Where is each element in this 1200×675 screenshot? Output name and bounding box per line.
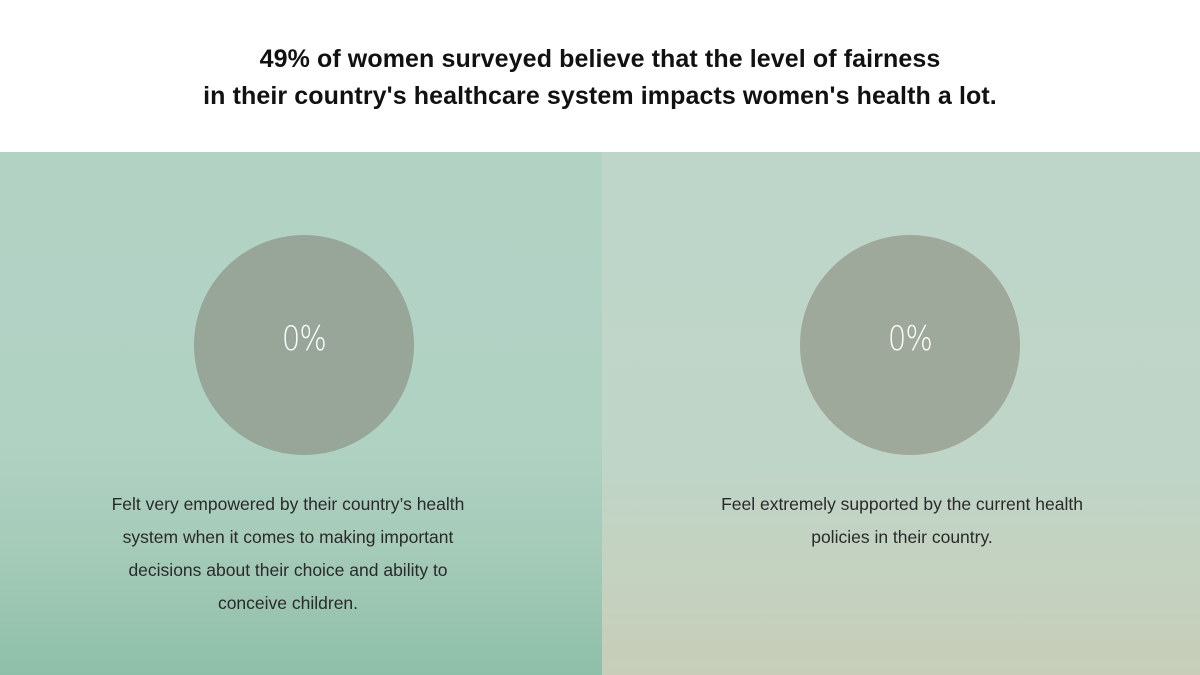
stat-circle: 0% <box>800 235 1020 455</box>
caption-line: Felt very empowered by their country’s h… <box>111 494 465 514</box>
headline: 49% of women surveyed believe that the l… <box>0 0 1200 152</box>
caption-line: conceive children. <box>217 593 359 613</box>
caption-line: policies in their country. <box>811 527 993 547</box>
stat-value: 0% <box>281 319 327 359</box>
stat-panel-empowered: 0% Felt very empowered by their country’… <box>0 152 602 675</box>
headline-line-2: in their country's healthcare system imp… <box>203 82 997 110</box>
caption-line: decisions about their choice and ability… <box>128 560 448 580</box>
stat-panel-supported: 0% Feel extremely supported by the curre… <box>602 152 1200 675</box>
caption-line: Feel extremely supported by the current … <box>721 494 1083 514</box>
stat-caption: Feel extremely supported by the current … <box>692 488 1112 554</box>
headline-line-1: 49% of women surveyed believe that the l… <box>259 45 941 73</box>
stat-circle: 0% <box>194 235 414 455</box>
caption-line: system when it comes to making important <box>122 527 454 547</box>
stat-caption: Felt very empowered by their country’s h… <box>80 488 496 620</box>
stat-value: 0% <box>887 319 933 359</box>
